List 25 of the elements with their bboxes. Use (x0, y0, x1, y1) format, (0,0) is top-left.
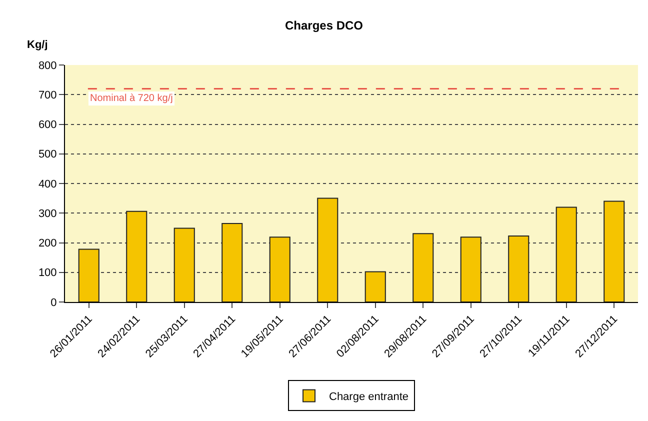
y-tick-label: 0 (50, 296, 57, 309)
bar (222, 222, 243, 302)
ref-line-label: Nominal à 720 kg/j (90, 93, 173, 104)
bar (460, 236, 482, 302)
bar (126, 210, 148, 302)
bar (174, 228, 195, 302)
y-tick-label: 800 (38, 60, 57, 72)
bar (317, 198, 338, 302)
bar (269, 236, 290, 302)
y-tick-label: 700 (38, 89, 57, 102)
bar (556, 206, 577, 302)
y-tick-label: 500 (38, 148, 57, 161)
legend-label: Charge entrante (329, 391, 408, 403)
y-tick-label: 100 (38, 267, 57, 280)
bar (78, 248, 100, 302)
bar (604, 200, 625, 302)
y-tick-label: 200 (38, 238, 57, 250)
bar (364, 271, 386, 302)
bar (508, 235, 530, 302)
chart-title: Charges DCO (284, 18, 364, 32)
y-tick-label: 600 (38, 119, 57, 132)
y-tick-label: 400 (38, 178, 57, 190)
y-tick-label: 300 (38, 208, 57, 220)
y-axis-title: Kg/j (27, 39, 48, 51)
bar (412, 233, 434, 302)
